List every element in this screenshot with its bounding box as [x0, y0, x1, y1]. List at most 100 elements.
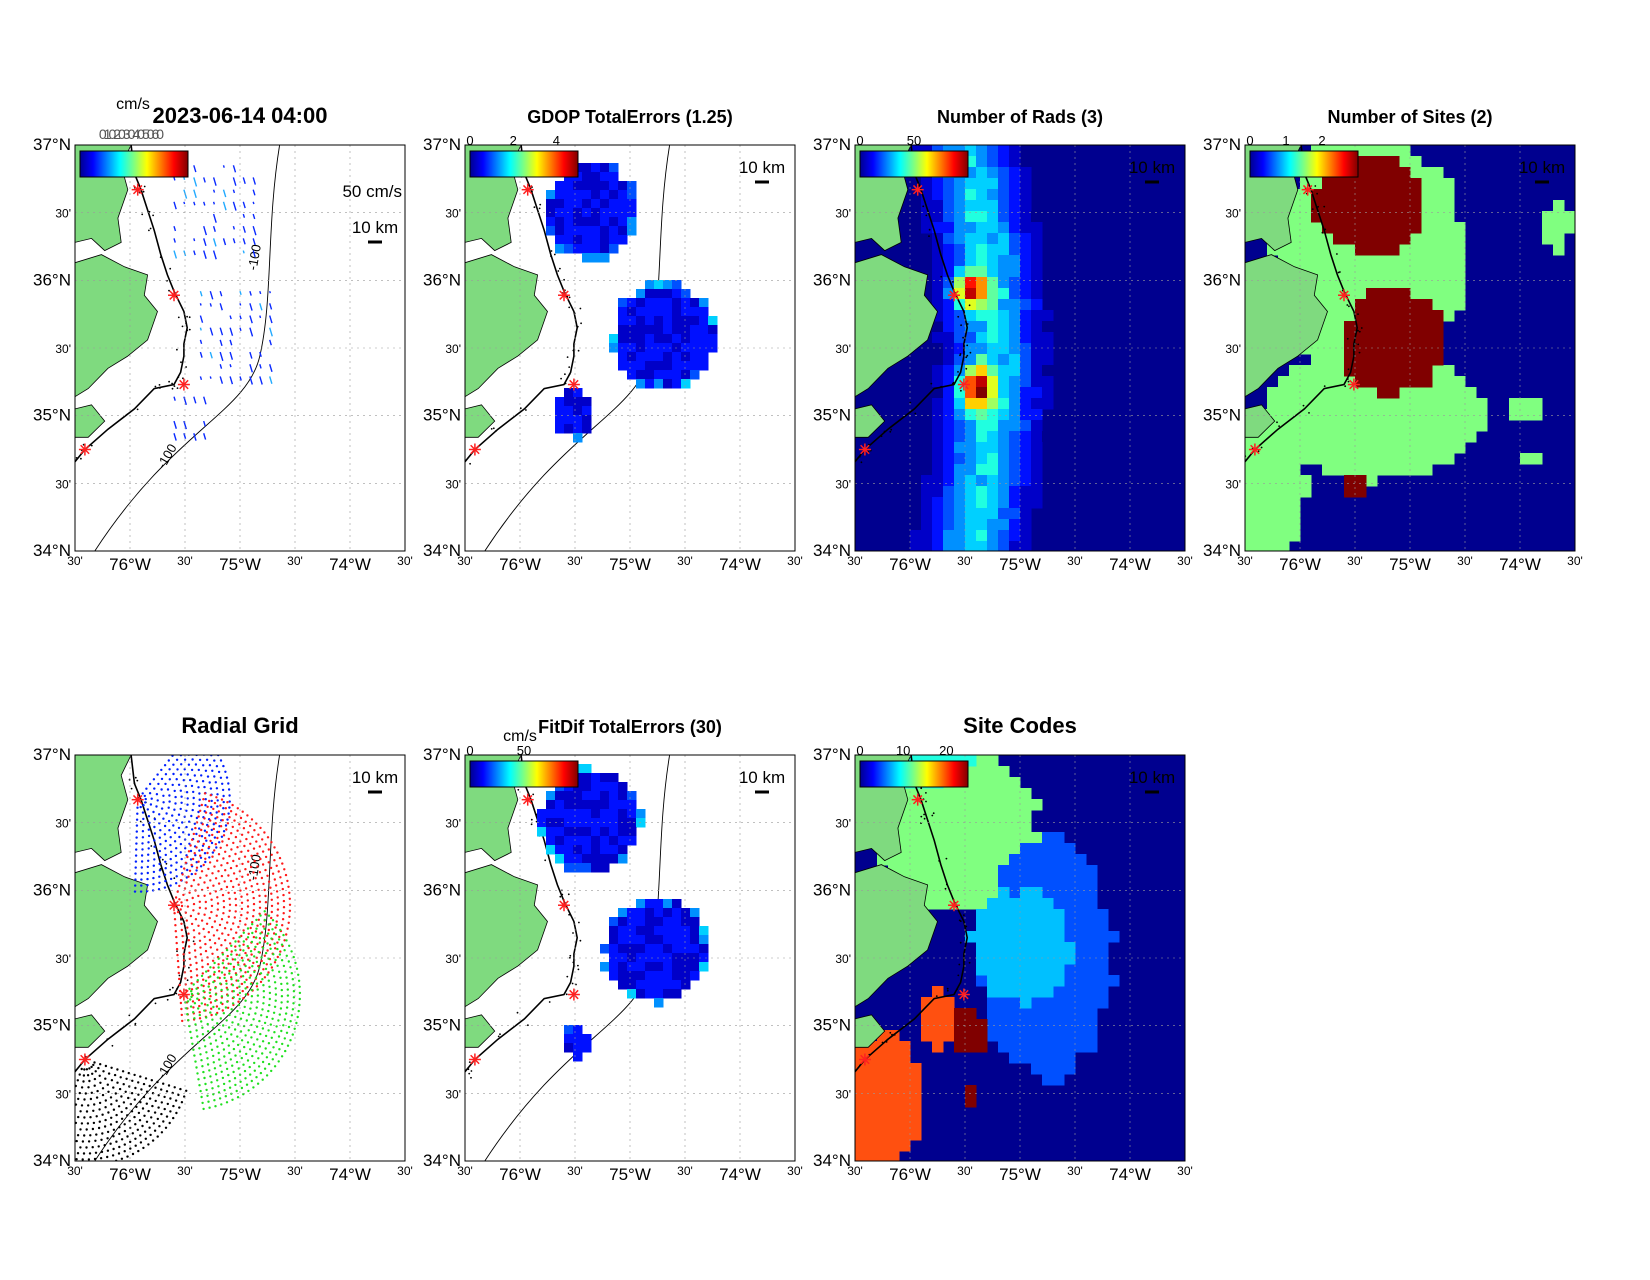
coast-dot	[881, 1041, 884, 1044]
coast-dot	[181, 325, 184, 328]
heatmap-cell	[932, 821, 944, 833]
grid-point	[109, 1142, 112, 1145]
heatmap-cell	[1355, 277, 1367, 289]
grid-point	[221, 953, 225, 956]
grid-point	[204, 942, 207, 946]
grid-point	[288, 897, 291, 900]
grid-point	[177, 971, 180, 975]
heatmap-cell	[1020, 1008, 1032, 1020]
heatmap-cell	[943, 453, 955, 465]
site-star-ray	[959, 989, 969, 1000]
grid-point	[216, 799, 219, 802]
grid-point	[198, 798, 201, 801]
grid-point	[276, 908, 280, 911]
grid-point	[141, 811, 145, 814]
heatmap-cell	[627, 935, 637, 945]
heatmap-cell	[932, 255, 944, 267]
grid-point	[193, 822, 196, 825]
heatmap-cell	[1064, 953, 1076, 965]
grid-point	[264, 843, 267, 846]
grid-point	[104, 1099, 107, 1102]
grid-point	[217, 1028, 221, 1032]
heatmap-cell	[932, 519, 944, 531]
heatmap-cell	[1366, 255, 1378, 267]
heatmap-cell	[1355, 420, 1367, 432]
heatmap-cell	[1399, 310, 1411, 322]
heatmap-cell	[855, 1129, 867, 1141]
grid-point	[182, 831, 185, 834]
grid-point	[246, 993, 250, 996]
grid-point	[174, 795, 177, 799]
grid-point	[225, 1067, 229, 1071]
heatmap-cell	[546, 190, 556, 200]
heatmap-cell	[954, 233, 966, 245]
heatmap-cell	[932, 475, 944, 487]
heatmap-cell	[976, 211, 988, 223]
heatmap-cell	[1009, 821, 1021, 833]
heatmap-cell	[932, 277, 944, 289]
heatmap-cell	[699, 325, 709, 335]
heatmap-cell	[654, 971, 664, 981]
grid-point	[252, 902, 256, 906]
grid-point	[273, 859, 276, 862]
axes-frame	[74, 144, 406, 552]
grid-point	[195, 1029, 198, 1032]
grid-point	[134, 1086, 137, 1090]
heatmap-cell	[910, 1085, 922, 1097]
grid-point	[169, 836, 172, 839]
grid-point	[290, 1014, 294, 1017]
heatmap-cell	[636, 316, 646, 326]
grid-point	[163, 1095, 166, 1099]
heatmap-cell	[1256, 530, 1268, 542]
grid-point	[213, 836, 217, 839]
heatmap-cell	[1075, 865, 1087, 877]
grid-point	[158, 875, 161, 878]
current-vector	[232, 177, 237, 186]
heatmap-cell	[965, 931, 977, 943]
grid-point	[234, 897, 237, 901]
heatmap-cell	[921, 1030, 933, 1042]
heatmap-cell	[672, 379, 682, 389]
grid-point	[240, 901, 244, 904]
heatmap-cell	[1476, 398, 1488, 410]
grid-point	[201, 1026, 204, 1029]
heatmap-cell	[855, 1074, 867, 1086]
heatmap-cell	[1377, 156, 1389, 168]
heatmap-cell	[1075, 854, 1087, 866]
grid-point	[216, 793, 219, 796]
heatmap-cell	[1020, 321, 1032, 333]
heatmap-cell	[645, 926, 655, 936]
heatmap-cell	[987, 541, 999, 551]
heatmap-cell	[987, 244, 999, 256]
heatmap-cell	[636, 334, 646, 344]
coast-dot	[80, 457, 82, 460]
heatmap-cell	[1388, 343, 1400, 355]
heatmap-cell	[627, 953, 637, 963]
grid-point	[189, 849, 193, 853]
heatmap-cell	[1300, 178, 1312, 190]
grid-point	[194, 1060, 197, 1063]
grid-point	[120, 1157, 124, 1160]
grid-point	[148, 1084, 151, 1088]
heatmap-cell	[965, 211, 977, 223]
heatmap-cell	[998, 365, 1010, 377]
heatmap-cell	[1031, 409, 1043, 421]
heatmap-cell	[654, 899, 664, 909]
scale-bar-label: 10 km	[1519, 158, 1565, 177]
heatmap-cell	[1009, 277, 1021, 289]
heatmap-cell	[555, 190, 565, 200]
heatmap-cell	[954, 898, 966, 910]
heatmap-cell	[1020, 909, 1032, 921]
grid-point	[279, 950, 282, 953]
coast-dot	[928, 235, 930, 237]
heatmap-cell	[998, 420, 1010, 432]
grid-point	[201, 823, 204, 826]
coast-dot	[136, 779, 139, 782]
grid-point	[277, 870, 280, 873]
heatmap-cell	[1520, 398, 1532, 410]
grid-point	[232, 965, 236, 969]
heatmap-cell	[1344, 277, 1356, 289]
grid-point	[244, 987, 247, 990]
grid-point	[179, 908, 182, 911]
